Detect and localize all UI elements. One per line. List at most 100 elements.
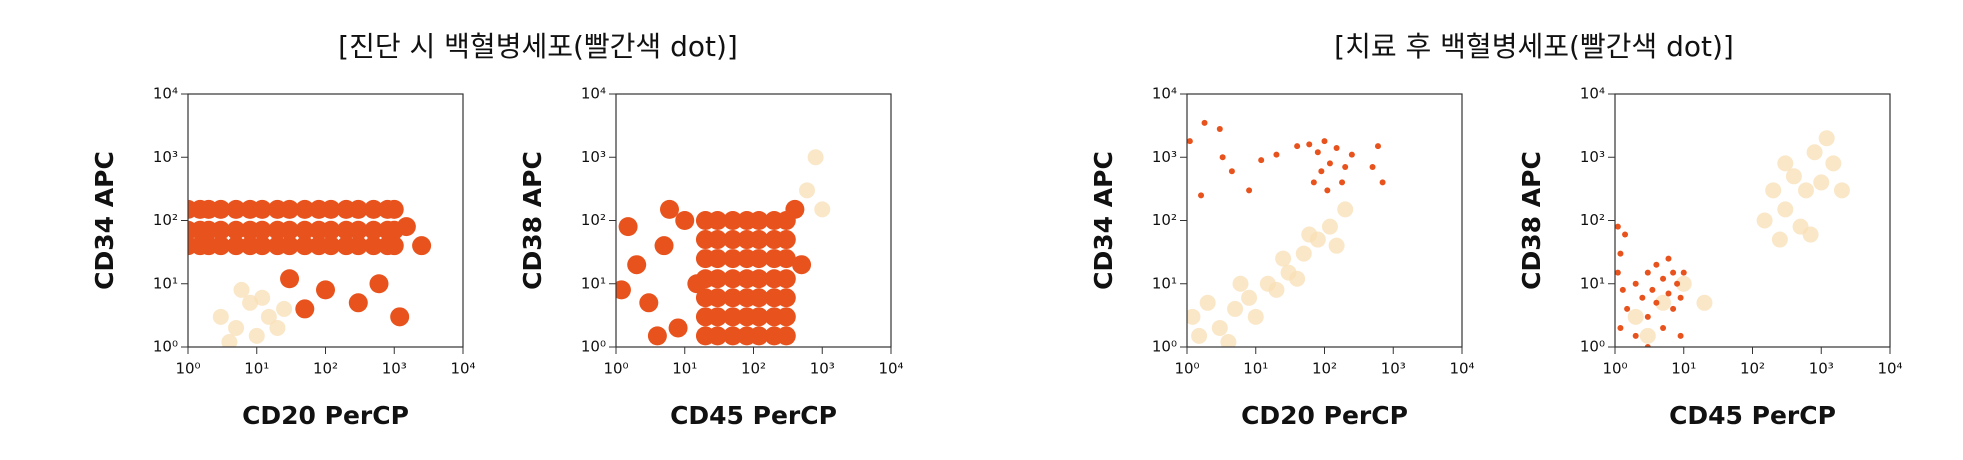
dot bbox=[252, 199, 272, 219]
dot bbox=[723, 288, 743, 308]
dot bbox=[723, 211, 743, 230]
dot bbox=[776, 249, 796, 269]
dot bbox=[749, 288, 769, 308]
x-tick-label: 10² bbox=[1312, 360, 1337, 378]
y-tick-label: 10⁴ bbox=[581, 85, 606, 103]
dot bbox=[1639, 327, 1656, 344]
dot bbox=[1818, 130, 1835, 147]
x-tick-label: 10³ bbox=[1809, 360, 1834, 378]
group-heading: [치료 후 백혈병세포(빨간색 dot)] bbox=[1334, 30, 1734, 63]
dot bbox=[1813, 174, 1830, 191]
dot bbox=[708, 326, 728, 346]
dot bbox=[364, 220, 384, 240]
x-tick-label: 10² bbox=[1740, 360, 1765, 378]
dot bbox=[1342, 164, 1349, 171]
dot bbox=[1655, 294, 1672, 311]
dot bbox=[1314, 149, 1321, 156]
dot bbox=[390, 307, 410, 327]
dot bbox=[252, 236, 272, 256]
dot bbox=[776, 269, 796, 289]
x-tick-label: 10² bbox=[313, 360, 338, 378]
x-tick-label: 10⁰ bbox=[175, 360, 200, 378]
dot bbox=[1677, 294, 1684, 301]
dot bbox=[1797, 182, 1814, 199]
dot bbox=[1187, 138, 1193, 145]
dot bbox=[723, 269, 743, 289]
dot bbox=[1653, 261, 1660, 268]
dot bbox=[1246, 187, 1253, 194]
dot bbox=[654, 236, 674, 256]
dot bbox=[776, 288, 796, 308]
dot bbox=[1348, 151, 1355, 158]
x-tick-label: 10⁴ bbox=[450, 360, 475, 378]
dot bbox=[348, 220, 368, 240]
dot bbox=[1333, 145, 1340, 152]
dot bbox=[807, 149, 824, 166]
dot bbox=[321, 220, 341, 240]
y-tick-label: 10² bbox=[581, 211, 606, 229]
dot bbox=[364, 199, 384, 219]
x-tick-label: 10³ bbox=[382, 360, 407, 378]
dot bbox=[1627, 308, 1644, 325]
dot bbox=[412, 236, 432, 256]
dot bbox=[1806, 144, 1823, 161]
y-tick-label: 10⁰ bbox=[153, 338, 178, 356]
dot bbox=[749, 249, 769, 269]
dot bbox=[1696, 294, 1713, 311]
dot bbox=[221, 333, 238, 347]
dot bbox=[627, 255, 647, 275]
y-tick-label: 10¹ bbox=[581, 274, 606, 292]
y-tick-label: 10⁰ bbox=[1152, 338, 1177, 356]
y-tick-label: 10² bbox=[1152, 211, 1177, 229]
dot bbox=[1615, 223, 1621, 230]
dot bbox=[276, 300, 293, 317]
dot bbox=[1617, 250, 1624, 257]
dot bbox=[1677, 332, 1684, 339]
dot bbox=[749, 211, 769, 230]
dot bbox=[269, 319, 286, 336]
dot bbox=[618, 217, 638, 237]
dot bbox=[798, 182, 815, 199]
dot bbox=[1301, 226, 1318, 243]
dot bbox=[280, 269, 300, 289]
dot bbox=[723, 307, 743, 327]
dot bbox=[749, 307, 769, 327]
dot bbox=[1318, 168, 1325, 175]
dot bbox=[1258, 157, 1265, 164]
dot bbox=[1665, 255, 1672, 262]
dot bbox=[348, 236, 368, 256]
dot bbox=[211, 220, 231, 240]
dot bbox=[1649, 286, 1656, 293]
dot bbox=[384, 199, 404, 219]
dot bbox=[364, 236, 384, 256]
dot bbox=[1644, 269, 1651, 276]
dot bbox=[226, 236, 246, 256]
dot bbox=[1295, 245, 1312, 262]
y-tick-label: 10³ bbox=[581, 148, 606, 166]
dot bbox=[749, 230, 769, 250]
dot bbox=[1306, 141, 1313, 148]
dot bbox=[708, 211, 728, 230]
dot bbox=[1211, 319, 1228, 336]
dot bbox=[254, 289, 271, 306]
dot bbox=[1199, 294, 1216, 311]
x-axis-label: CD45 PerCP bbox=[670, 401, 837, 430]
y-tick-label: 10⁴ bbox=[153, 85, 178, 103]
x-tick-label: 10³ bbox=[810, 360, 835, 378]
dot bbox=[1379, 179, 1386, 186]
y-tick-label: 10² bbox=[1580, 211, 1605, 229]
dot bbox=[1670, 305, 1677, 312]
dot bbox=[1198, 192, 1205, 199]
dot bbox=[814, 201, 831, 218]
dot bbox=[723, 230, 743, 250]
plot-frame bbox=[1614, 93, 1891, 348]
dot bbox=[616, 280, 631, 300]
dot bbox=[348, 293, 368, 313]
dot bbox=[708, 249, 728, 269]
dot bbox=[1632, 280, 1639, 287]
dot bbox=[233, 281, 250, 298]
dot bbox=[1632, 332, 1639, 339]
dot bbox=[295, 220, 315, 240]
dot bbox=[1187, 308, 1201, 325]
